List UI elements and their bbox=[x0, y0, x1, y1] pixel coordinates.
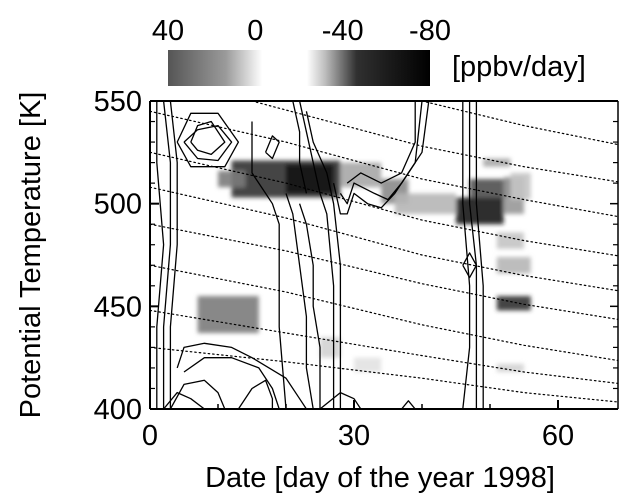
heat-cell-11 bbox=[496, 232, 524, 249]
x-tick-label-30: 30 bbox=[338, 420, 370, 452]
heat-cell-17 bbox=[354, 357, 382, 373]
isentropes bbox=[150, 101, 618, 403]
isentrope-line-4 bbox=[150, 186, 618, 292]
plot-background bbox=[150, 101, 618, 409]
isentrope-line-8 bbox=[150, 346, 618, 403]
x-tick-label-0: 0 bbox=[142, 420, 158, 452]
colorbar: 40 0 -40 -80 [ppbv/day] bbox=[152, 15, 586, 86]
contour-line-12 bbox=[305, 111, 342, 409]
colorbar-unit: [ppbv/day] bbox=[452, 51, 586, 83]
isentrope-line-3 bbox=[150, 151, 618, 257]
x-tick-label-60: 60 bbox=[542, 420, 574, 452]
contour-line-8 bbox=[285, 193, 314, 409]
contour-line-0 bbox=[156, 101, 165, 409]
contour-line-4 bbox=[183, 124, 233, 162]
heat-cell-2 bbox=[286, 164, 334, 194]
isentrope-line-2 bbox=[150, 110, 618, 218]
heat-cell-5 bbox=[394, 193, 456, 214]
contour-line-19 bbox=[462, 252, 478, 279]
contour-line-2 bbox=[169, 101, 178, 409]
contour-line-20 bbox=[163, 391, 205, 409]
contour-line-26 bbox=[401, 400, 416, 409]
y-axis-ticks: 400 450 500 550 bbox=[94, 86, 618, 426]
x-axis-ticks: 0 30 60 bbox=[142, 400, 574, 452]
contour-line-6 bbox=[251, 121, 287, 409]
isentrope-line-0 bbox=[421, 101, 618, 146]
contour-line-1 bbox=[162, 101, 172, 409]
colorbar-ticks: 40 0 -40 -80 bbox=[152, 15, 451, 47]
heat-cell-7 bbox=[469, 179, 511, 198]
heat-cell-1 bbox=[218, 170, 246, 188]
contour-line-11 bbox=[298, 101, 335, 409]
heat-cell-14 bbox=[496, 363, 524, 373]
y-tick-label-500: 500 bbox=[94, 189, 142, 221]
heat-cell-12 bbox=[496, 257, 531, 274]
contour-line-25 bbox=[319, 391, 362, 409]
x-axis-label: Date [day of the year 1998] bbox=[205, 462, 555, 494]
heat-cells bbox=[197, 158, 531, 373]
isentrope-line-6 bbox=[150, 264, 618, 362]
contour-line-10 bbox=[292, 101, 308, 194]
contour-line-5 bbox=[176, 112, 240, 168]
heat-cell-13 bbox=[496, 296, 531, 311]
colorbar-tick-label-3: -80 bbox=[409, 15, 451, 47]
contour-line-24 bbox=[237, 379, 274, 409]
contours bbox=[156, 101, 484, 409]
isentrope-line-7 bbox=[150, 309, 618, 385]
contour-line-18 bbox=[475, 101, 484, 409]
y-tick-label-450: 450 bbox=[94, 291, 142, 323]
contour-line-22 bbox=[176, 342, 307, 409]
contour-line-9 bbox=[298, 203, 321, 409]
contour-line-7 bbox=[264, 135, 280, 160]
contour-line-15 bbox=[346, 101, 416, 184]
contour-line-3 bbox=[190, 120, 226, 156]
y-axis-label: Potential Temperature [K] bbox=[15, 92, 47, 419]
contour-line-23 bbox=[183, 357, 280, 409]
colorbar-tick-label-1: 0 bbox=[247, 15, 263, 47]
contour-line-16 bbox=[462, 101, 471, 409]
plot-area: 0 30 60 400 450 500 550 bbox=[94, 86, 619, 452]
colorbar-tick-label-2: -40 bbox=[322, 15, 364, 47]
isentrope-line-5 bbox=[150, 223, 618, 321]
heat-cell-9 bbox=[483, 158, 511, 167]
contour-line-21 bbox=[169, 379, 226, 409]
heat-cell-15 bbox=[197, 296, 259, 334]
contour-line-14 bbox=[339, 101, 423, 205]
heat-cell-3 bbox=[340, 162, 382, 188]
colorbar-gradient bbox=[168, 50, 430, 86]
y-tick-label-400: 400 bbox=[94, 394, 142, 426]
colorbar-tick-label-0: 40 bbox=[152, 15, 184, 47]
heat-cell-10 bbox=[510, 172, 531, 200]
heat-cell-16 bbox=[320, 337, 341, 358]
y-tick-label-550: 550 bbox=[94, 86, 142, 118]
